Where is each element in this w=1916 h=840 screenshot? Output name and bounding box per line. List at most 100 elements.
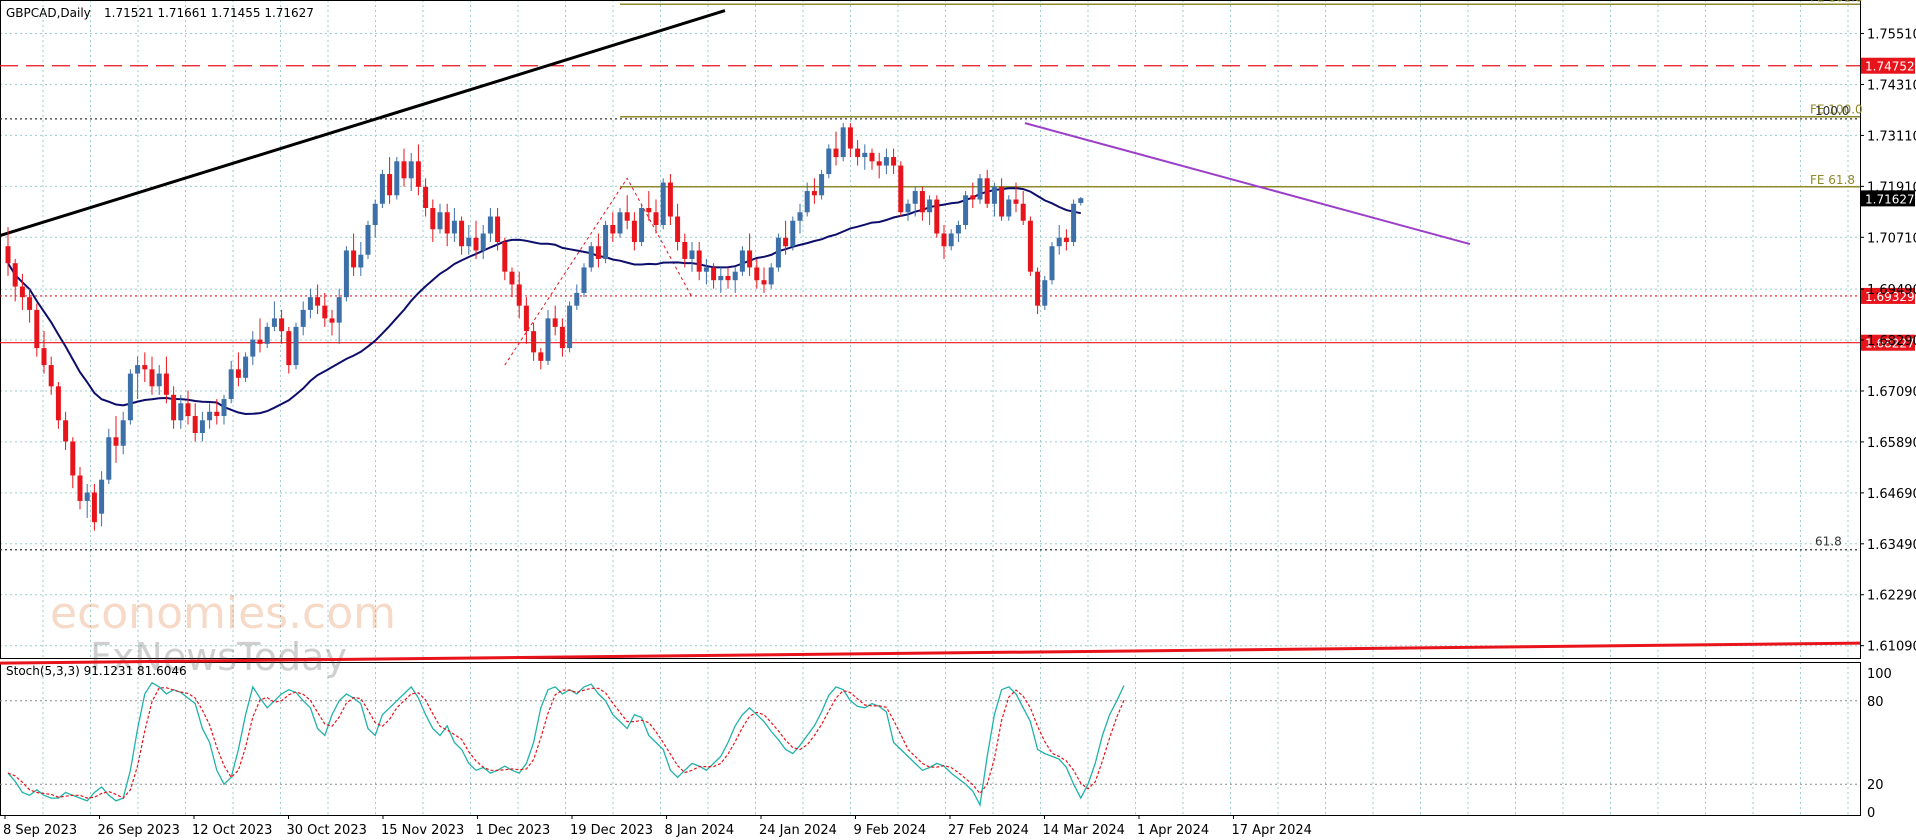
candle-bear — [833, 148, 839, 158]
candle-bull — [1042, 280, 1048, 306]
candle-bear — [1013, 199, 1019, 204]
candle-bull — [739, 250, 745, 272]
candle-bull — [199, 420, 205, 434]
candle-bear — [646, 208, 652, 213]
candle-bear — [329, 318, 335, 323]
candle-bear — [934, 199, 940, 234]
candle-bear — [711, 267, 717, 281]
time-tick-label: 14 Mar 2024 — [1043, 823, 1125, 838]
candle-bear — [12, 263, 18, 287]
candle-bear — [185, 403, 191, 417]
candle-bull — [768, 267, 774, 285]
candle-bull — [451, 220, 457, 234]
candle-bear — [401, 161, 407, 179]
candle-bear — [91, 492, 97, 523]
candle-bull — [963, 195, 969, 225]
candle-bear — [682, 241, 688, 259]
candle-bear — [192, 416, 198, 434]
candle-bull — [99, 479, 105, 514]
candle-bull — [545, 318, 551, 361]
candle-bull — [603, 224, 609, 259]
candle-bull — [905, 203, 911, 213]
fib-label: FE 100.0 — [1810, 103, 1863, 117]
candle-bear — [595, 246, 601, 259]
candle-bull — [336, 297, 342, 323]
candle-bear — [41, 348, 47, 366]
candle-bear — [286, 331, 292, 366]
candle-bull — [862, 152, 868, 158]
candle-bear — [63, 420, 69, 442]
candle-bear — [970, 195, 976, 200]
candle-bear — [891, 157, 897, 166]
candle-bull — [883, 157, 889, 166]
candle-bear — [531, 331, 537, 353]
time-tick-label: 8 Jan 2024 — [665, 823, 735, 838]
price-tick-label: 1.75510 — [1867, 28, 1916, 43]
time-tick-label: 1 Dec 2023 — [476, 823, 551, 838]
long-term-red-trendline — [0, 641, 1861, 665]
candle-bull — [271, 318, 277, 327]
candle-bull — [840, 127, 846, 158]
candle-bear — [502, 241, 508, 272]
price-tick-label: 1.73110 — [1867, 129, 1916, 144]
candle-bull — [300, 309, 306, 327]
candle-bear — [754, 267, 760, 281]
candle-bear — [48, 365, 54, 387]
candle-bull — [1049, 246, 1055, 281]
candle-bull — [358, 254, 364, 268]
candle-bear — [538, 352, 544, 361]
level-label-bg — [1861, 57, 1915, 74]
candle-bear — [142, 365, 148, 370]
candle-bear — [1027, 220, 1033, 272]
price-tick-label: 1.64690 — [1867, 487, 1916, 502]
candle-bull — [487, 216, 493, 234]
candle-bear — [653, 212, 659, 225]
candle-bull — [250, 339, 256, 357]
purple-trendline — [1024, 122, 1471, 246]
level-label: 1.68227 — [1865, 337, 1915, 351]
time-tick-label: 26 Sep 2023 — [98, 823, 180, 838]
price-tick-label: 1.63490 — [1867, 538, 1916, 553]
time-tick-label: 1 Apr 2024 — [1137, 823, 1209, 838]
stoch-tick-label: 0 — [1867, 806, 1875, 821]
price-tick-label: 1.68290 — [1867, 334, 1916, 349]
candle-bull — [84, 492, 90, 501]
candle-bull — [365, 224, 371, 255]
candle-bear — [984, 178, 990, 204]
stoch-k-line — [7, 681, 1125, 808]
candle-bear — [869, 152, 875, 162]
candle-bear — [919, 191, 925, 213]
price-tick-label: 1.61090 — [1867, 640, 1916, 655]
candle-bull — [178, 403, 184, 421]
dotted-level-label: 100.0 — [1815, 104, 1849, 118]
candle-bear — [696, 250, 702, 272]
candle-bear — [941, 233, 947, 247]
time-tick-label: 30 Oct 2023 — [287, 823, 367, 838]
dotted-level-label: 61.8 — [1815, 535, 1842, 549]
candle-bear — [667, 182, 673, 217]
candle-bull — [790, 220, 796, 247]
candle-bull — [207, 411, 213, 421]
candle-bear — [351, 250, 357, 268]
candle-bear — [855, 148, 861, 158]
candle-bear — [559, 326, 565, 349]
candle-bear — [999, 186, 1005, 217]
chart-header-symbol: GBPCAD,Daily — [6, 6, 91, 20]
candle-bull — [588, 246, 594, 268]
candle-bull — [343, 250, 349, 298]
price-tick-label: 1.69490 — [1867, 283, 1916, 298]
candle-bear — [163, 373, 169, 395]
time-tick-label: 24 Jan 2024 — [759, 823, 837, 838]
candle-bull — [567, 305, 573, 349]
candle-bear — [811, 191, 817, 196]
candle-bear — [1063, 237, 1069, 242]
candle-bull — [718, 275, 724, 281]
candle-bear — [761, 280, 767, 285]
stoch-tick-label: 80 — [1867, 695, 1884, 710]
moving-average — [7, 187, 1082, 416]
candle-bull — [912, 191, 918, 204]
current-price-label: 1.71627 — [1865, 192, 1915, 206]
time-tick-label: 19 Dec 2023 — [570, 823, 653, 838]
